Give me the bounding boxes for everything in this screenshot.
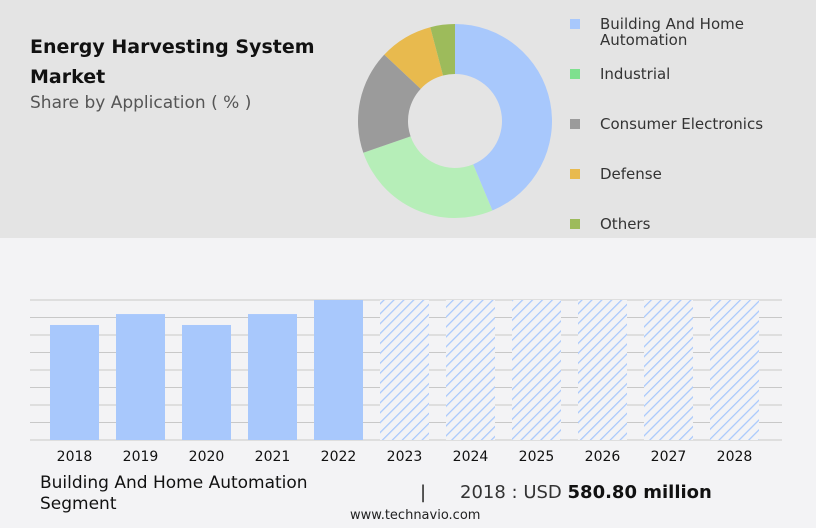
x-tick-label: 2018 (57, 449, 93, 465)
x-tick-label: 2024 (453, 449, 489, 465)
separator: | (420, 482, 427, 503)
bar (314, 300, 363, 440)
x-tick-label: 2020 (189, 449, 225, 465)
legend-swatch (570, 69, 580, 79)
legend-swatch (570, 19, 580, 29)
forecast-bar (446, 300, 495, 440)
legend-label: Building And Home Automation (600, 15, 744, 49)
donut-slice (455, 24, 552, 211)
x-tick-label: 2023 (387, 449, 423, 465)
donut-slice (363, 136, 493, 218)
x-tick-label: 2026 (585, 449, 621, 465)
legend-item: Others (570, 214, 810, 248)
legend-item: Defense (570, 164, 810, 198)
segment-value: 2018 : USD 580.80 million (460, 482, 712, 503)
legend-swatch (570, 169, 580, 179)
donut-slice (430, 24, 455, 76)
forecast-bar (380, 300, 429, 440)
chart-title: Energy Harvesting System Market (30, 36, 315, 88)
x-tick-label: 2025 (519, 449, 555, 465)
legend-swatch (570, 219, 580, 229)
x-tick-label: 2019 (123, 449, 159, 465)
bar (116, 314, 165, 440)
chart-subtitle: Share by Application ( % ) (30, 93, 252, 113)
legend-label: Others (600, 215, 651, 233)
donut-slice (384, 27, 444, 89)
forecast-bar (512, 300, 561, 440)
x-tick-label: 2028 (717, 449, 753, 465)
legend-label: Consumer Electronics (600, 115, 764, 133)
x-tick-label: 2027 (651, 449, 687, 465)
legend-label: Defense (600, 165, 662, 183)
bar (182, 324, 231, 440)
value-amount: 580.80 million (567, 482, 712, 503)
forecast-bar (710, 300, 759, 440)
donut-slice (358, 54, 421, 153)
legend-item: Industrial (570, 64, 810, 98)
segment-label: Building And Home Automation Segment (40, 473, 308, 514)
bar (248, 314, 297, 440)
bar (50, 324, 99, 440)
website: www.technavio.com (350, 508, 481, 523)
legend-item: Building And Home Automation (570, 14, 810, 48)
value-prefix: 2018 : USD (460, 482, 562, 503)
legend-label: Industrial (600, 65, 671, 83)
legend-item: Consumer Electronics (570, 114, 810, 148)
x-tick-label: 2021 (255, 449, 291, 465)
forecast-bar (644, 300, 693, 440)
forecast-bar (578, 300, 627, 440)
x-tick-label: 2022 (321, 449, 357, 465)
legend-swatch (570, 119, 580, 129)
